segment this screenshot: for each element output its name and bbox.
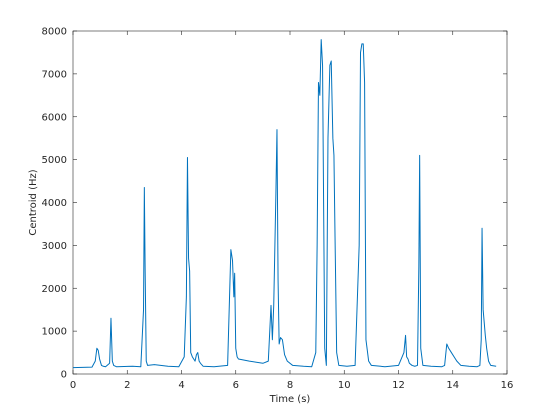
series-group (72, 39, 497, 369)
y-tick-label: 8000 (42, 27, 67, 38)
x-tick-label: 14 (446, 380, 459, 391)
y-tick-label: 6000 (42, 112, 67, 123)
y-tick-label: 5000 (42, 155, 67, 166)
series-line (72, 39, 497, 369)
x-tick-label: 10 (338, 380, 351, 391)
y-tick-label: 2000 (42, 284, 67, 295)
y-tick-label: 4000 (42, 198, 67, 209)
y-tick-label: 1000 (42, 327, 67, 338)
x-tick-label: 6 (233, 380, 239, 391)
x-tick-label: 2 (124, 380, 130, 391)
x-tick-label: 12 (392, 380, 405, 391)
x-tick-label: 16 (501, 380, 514, 391)
x-axis-label: Time (s) (269, 394, 311, 405)
axis-ticks (72, 30, 508, 375)
x-tick-label: 0 (70, 380, 76, 391)
y-tick-label: 3000 (42, 241, 67, 252)
plot-area (72, 30, 508, 375)
y-axis-label: Centroid (Hz) (28, 169, 39, 235)
y-tick-label: 7000 (42, 69, 67, 80)
y-tick-label: 0 (61, 370, 67, 381)
x-tick-label: 4 (178, 380, 184, 391)
x-tick-label: 8 (287, 380, 293, 391)
axis-tick-labels: 0 2 4 6 8 10 12 14 16 0 1000 2000 3000 4000 5000 6000 70… (42, 27, 514, 392)
